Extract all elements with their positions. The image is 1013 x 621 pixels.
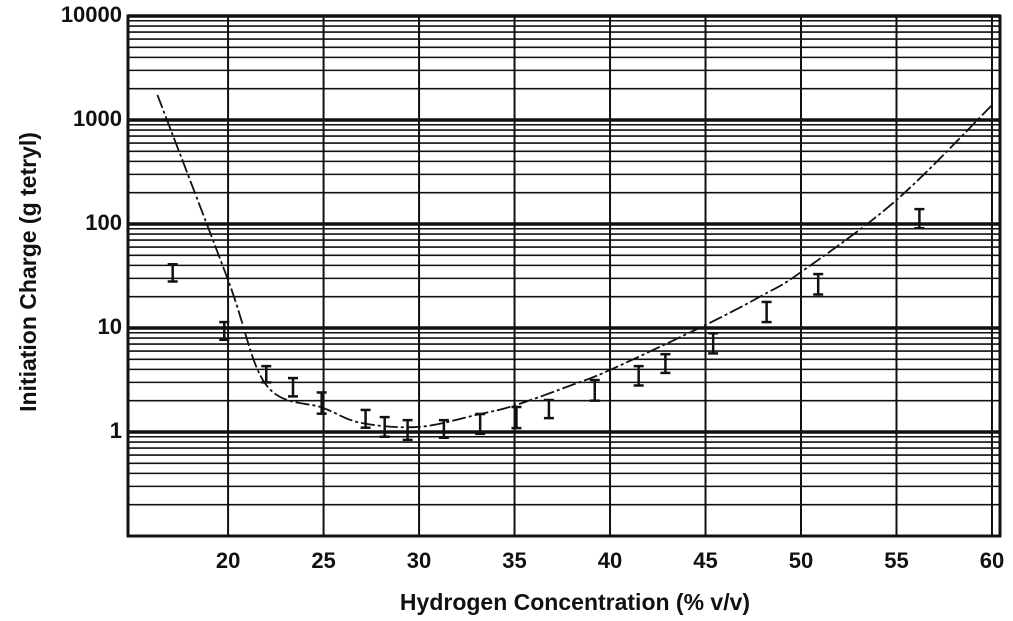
x-tick-label: 50 — [789, 548, 813, 573]
x-tick-label: 60 — [980, 548, 1004, 573]
y-tick-label: 1000 — [73, 106, 122, 131]
error-bar — [438, 418, 449, 440]
x-tick-label: 25 — [311, 548, 335, 573]
error-bar — [402, 418, 413, 442]
error-bar — [543, 398, 554, 420]
error-bar — [167, 263, 178, 283]
x-tick-label: 35 — [502, 548, 526, 573]
error-bar — [914, 207, 925, 230]
error-bar — [813, 272, 824, 296]
error-bar — [288, 376, 299, 398]
y-tick-label: 100 — [85, 210, 122, 235]
error-bar — [708, 332, 719, 355]
error-bar — [360, 408, 371, 429]
x-tick-label: 30 — [407, 548, 431, 573]
error-bar — [511, 405, 522, 430]
y-tick-label: 10000 — [61, 2, 122, 27]
error-bar — [589, 378, 600, 402]
x-tick-label: 20 — [216, 548, 240, 573]
error-bar — [316, 391, 327, 415]
plot-frame — [126, 14, 1002, 538]
error-bar — [261, 364, 272, 384]
x-tick-label: 45 — [693, 548, 717, 573]
error-bar — [761, 300, 772, 324]
error-bar — [660, 352, 671, 375]
x-tick-label: 40 — [598, 548, 622, 573]
y-axis-title: Initiation Charge (g tetryl) — [15, 132, 41, 412]
x-axis-title: Hydrogen Concentration (% v/v) — [400, 589, 750, 615]
y-tick-label: 10 — [98, 314, 122, 339]
error-bar — [219, 320, 230, 342]
fit-curve — [156, 94, 993, 429]
error-bar — [633, 364, 644, 387]
x-tick-label: 55 — [884, 548, 908, 573]
y-tick-label: 1 — [110, 418, 122, 443]
